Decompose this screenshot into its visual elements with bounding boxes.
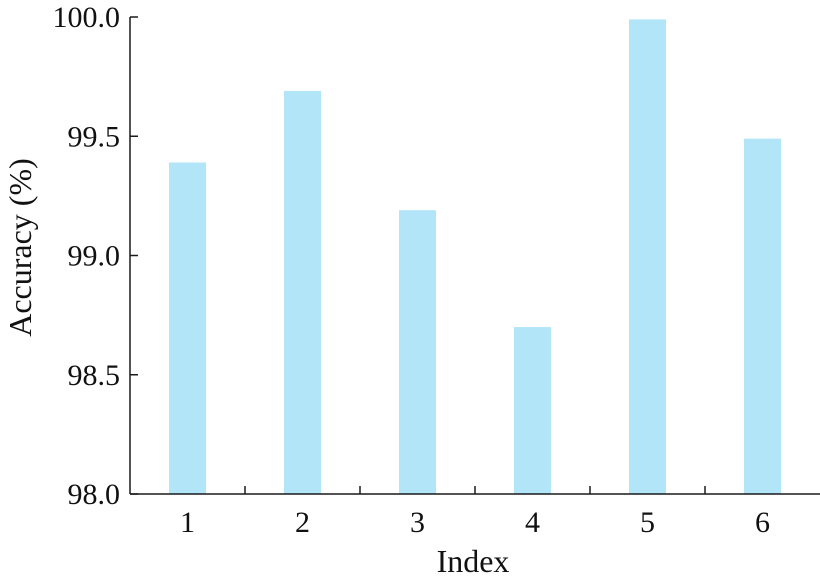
bar-3 — [399, 210, 436, 494]
x-tick-label: 3 — [410, 506, 425, 539]
y-tick-label: 98.5 — [68, 359, 121, 392]
x-tick-label: 5 — [640, 506, 655, 539]
x-axis-label: Index — [437, 543, 510, 579]
bar-2 — [284, 90, 321, 494]
y-tick-label: 99.0 — [68, 240, 121, 273]
bar-6 — [744, 138, 781, 494]
y-ticks-group: 98.0 98.5 99.0 99.5 100.0 — [53, 1, 138, 511]
x-tick-label: 1 — [180, 506, 195, 539]
bar-1 — [169, 162, 206, 495]
axes-group — [129, 17, 820, 495]
y-tick-label: 98.0 — [68, 478, 121, 511]
y-tick-label: 99.5 — [68, 120, 121, 153]
y-tick-label: 100.0 — [53, 1, 121, 34]
y-axis-label: Accuracy (%) — [2, 158, 38, 337]
bars-group — [169, 19, 781, 495]
bar-4 — [514, 327, 551, 494]
bar-5 — [629, 19, 666, 494]
x-tick-label: 4 — [525, 506, 540, 539]
x-ticks-group: 1 2 3 4 5 6 — [180, 486, 770, 539]
x-tick-label: 6 — [755, 506, 770, 539]
x-tick-label: 2 — [295, 506, 310, 539]
